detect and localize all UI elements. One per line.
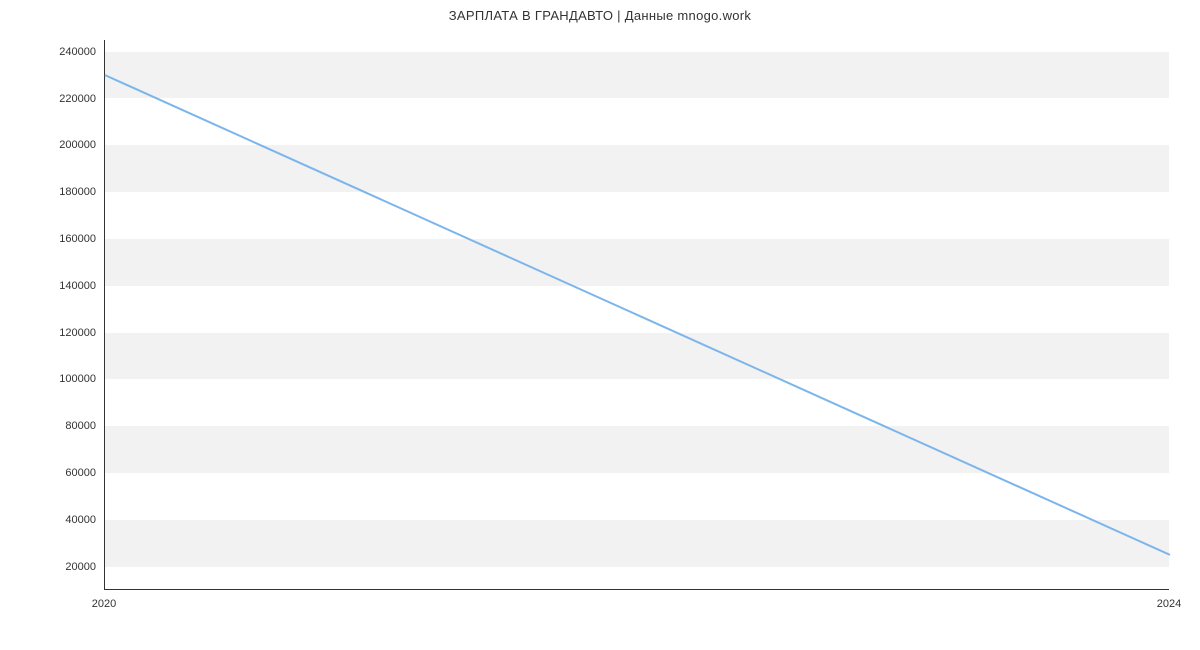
salary-line-chart: ЗАРПЛАТА В ГРАНДАВТО | Данные mnogo.work… [0, 0, 1200, 650]
x-tick-label: 2020 [92, 598, 116, 610]
y-tick-label: 140000 [6, 280, 96, 292]
chart-svg [105, 40, 1169, 589]
y-tick-label: 120000 [6, 327, 96, 339]
series-line-salary [105, 75, 1170, 555]
plot-area [104, 40, 1169, 590]
y-tick-label: 40000 [6, 514, 96, 526]
y-tick-label: 20000 [6, 561, 96, 573]
chart-title: ЗАРПЛАТА В ГРАНДАВТО | Данные mnogo.work [0, 8, 1200, 23]
y-tick-label: 200000 [6, 139, 96, 151]
y-tick-label: 80000 [6, 420, 96, 432]
y-tick-label: 60000 [6, 467, 96, 479]
y-tick-label: 160000 [6, 233, 96, 245]
y-tick-label: 180000 [6, 186, 96, 198]
y-tick-label: 100000 [6, 373, 96, 385]
y-tick-label: 240000 [6, 46, 96, 58]
y-tick-label: 220000 [6, 93, 96, 105]
x-tick-label: 2024 [1157, 598, 1181, 610]
